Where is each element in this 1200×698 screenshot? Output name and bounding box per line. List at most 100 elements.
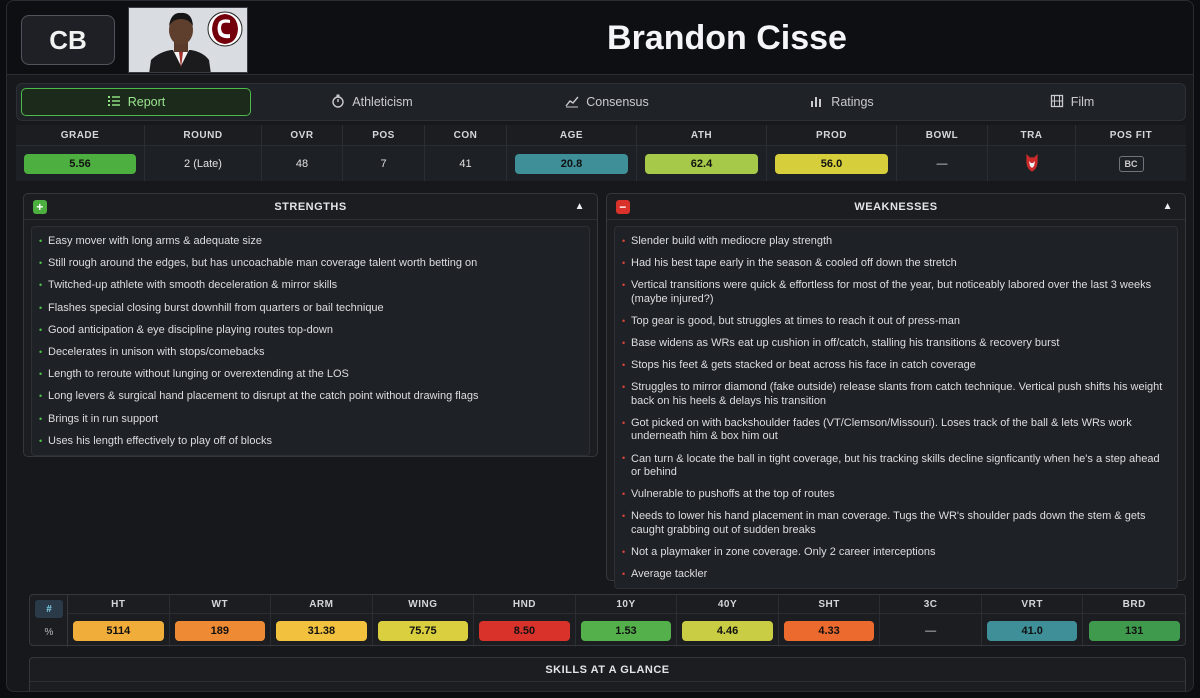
weaknesses-title: WEAKNESSES bbox=[854, 200, 938, 213]
stat-label: POS FIT bbox=[1076, 125, 1186, 145]
stat-value: 48 bbox=[262, 145, 342, 181]
stat-label: BOWL bbox=[897, 125, 987, 145]
strength-item: Easy mover with long arms & adequate siz… bbox=[32, 231, 589, 253]
strengths-header[interactable]: + STRENGTHS ▲ bbox=[24, 194, 597, 220]
stat-posfit: POS FIT BC bbox=[1076, 125, 1186, 181]
stat-value: 7 bbox=[343, 145, 424, 181]
weakness-item: Had his best tape early in the season & … bbox=[615, 253, 1177, 275]
stat-value: 2 (Late) bbox=[145, 145, 261, 181]
tab-label: Report bbox=[127, 95, 166, 109]
stat-bowl: BOWL — bbox=[897, 125, 988, 181]
position-badge: CB bbox=[21, 15, 115, 65]
skills-at-a-glance-title: SKILLS AT A GLANCE bbox=[30, 658, 1185, 682]
measure-vrt: VRT 41.0 bbox=[981, 595, 1084, 647]
tab-label: Athleticism bbox=[352, 95, 413, 109]
tab-label: Film bbox=[1070, 95, 1095, 109]
stat-con: CON 41 bbox=[425, 125, 507, 181]
tab-report[interactable]: Report bbox=[21, 88, 251, 116]
measure-value: — bbox=[880, 613, 981, 647]
weakness-item: Top gear is good, but struggles at times… bbox=[615, 311, 1177, 333]
strength-item: Twitched-up athlete with smooth decelera… bbox=[32, 275, 589, 297]
measure-value-pill: 131 bbox=[1088, 620, 1180, 641]
measure-value-pill: 189 bbox=[174, 620, 266, 641]
stat-label: POS bbox=[343, 125, 424, 145]
measure-value-pill: 41.0 bbox=[986, 620, 1078, 641]
player-name: Brandon Cisse bbox=[607, 19, 847, 57]
measure-label: HT bbox=[111, 598, 126, 610]
stat-value: 41 bbox=[425, 145, 506, 181]
stat-pos: POS 7 bbox=[343, 125, 425, 181]
collapse-triangle-icon[interactable]: ▲ bbox=[574, 201, 585, 212]
measure-value-pill: 75.75 bbox=[377, 620, 469, 641]
stat-label: ROUND bbox=[145, 125, 261, 145]
weakness-item: Can turn & locate the ball in tight cove… bbox=[615, 448, 1177, 484]
stat-label: CON bbox=[425, 125, 506, 145]
app-window: CB Brandon Cisse Report bbox=[6, 0, 1194, 692]
measure-3c: 3C — bbox=[880, 595, 982, 647]
strength-item: Still rough around the edges, but has un… bbox=[32, 253, 589, 275]
header: CB Brandon Cisse bbox=[7, 1, 1193, 75]
tab-ratings[interactable]: Ratings bbox=[727, 88, 957, 116]
measure-arm: ARM 31.38 bbox=[271, 595, 373, 647]
measure-label: BRD bbox=[1122, 598, 1146, 610]
measure-sht: SHT 4.33 bbox=[778, 595, 881, 647]
measure-brd: BRD 131 bbox=[1083, 595, 1185, 647]
stat-tra: TRA bbox=[988, 125, 1076, 181]
strength-item: Flashes special closing burst downhill f… bbox=[32, 298, 589, 320]
weakness-item: Vulnerable to pushoffs at the top of rou… bbox=[615, 484, 1177, 506]
weaknesses-header[interactable]: − WEAKNESSES ▲ bbox=[607, 194, 1185, 220]
weakness-item: Not a playmaker in zone coverage. Only 2… bbox=[615, 542, 1177, 564]
grade-pill: 5.56 bbox=[23, 153, 137, 174]
prod-pill: 56.0 bbox=[774, 153, 889, 174]
minus-icon: − bbox=[616, 200, 630, 214]
stat-ath: ATH 62.4 bbox=[637, 125, 767, 181]
measure-value-pill: 4.33 bbox=[783, 620, 875, 641]
skills-at-a-glance-panel: SKILLS AT A GLANCE bbox=[29, 657, 1186, 691]
stat-label: OVR bbox=[262, 125, 342, 145]
tab-film[interactable]: Film bbox=[962, 88, 1182, 116]
ath-pill: 62.4 bbox=[644, 153, 759, 174]
age-pill: 20.8 bbox=[514, 153, 629, 174]
plus-icon: + bbox=[33, 200, 47, 214]
strength-item: Uses his length effectively to play off … bbox=[32, 431, 589, 453]
stat-label: TRA bbox=[988, 125, 1075, 145]
measure-label: 10Y bbox=[616, 598, 636, 610]
measure-value-pill: 1.53 bbox=[580, 620, 672, 641]
strength-item: Brings it in run support bbox=[32, 409, 589, 431]
measure-40y: 40Y 4.46 bbox=[677, 595, 779, 647]
weakness-item: Struggles to mirror diamond (fake outsid… bbox=[615, 377, 1177, 413]
tab-bar: Report Athleticism Consensus Ratings Fil… bbox=[16, 83, 1186, 121]
measure-label: HND bbox=[512, 598, 537, 610]
bar-chart-icon bbox=[810, 94, 824, 111]
measure-label: WING bbox=[408, 598, 438, 610]
strength-item: Long levers & surgical hand placement to… bbox=[32, 386, 589, 408]
measure-label: WT bbox=[211, 598, 229, 610]
weaknesses-panel: − WEAKNESSES ▲ Slender build with medioc… bbox=[606, 193, 1186, 589]
collapse-triangle-icon[interactable]: ▲ bbox=[1162, 201, 1173, 212]
measure-wing: WING 75.75 bbox=[372, 595, 475, 647]
stat-round: ROUND 2 (Late) bbox=[145, 125, 262, 181]
stat-label: ATH bbox=[637, 125, 766, 145]
stat-grade: GRADE 5.56 bbox=[16, 125, 145, 181]
stat-age: AGE 20.8 bbox=[507, 125, 637, 181]
weakness-item: Average tackler bbox=[615, 564, 1177, 586]
wolf-logo-icon bbox=[1023, 151, 1041, 176]
strengths-title: STRENGTHS bbox=[274, 200, 347, 213]
tab-athleticism[interactable]: Athleticism bbox=[257, 88, 487, 116]
strength-item: Length to reroute without lunging or ove… bbox=[32, 364, 589, 386]
film-icon bbox=[1050, 94, 1064, 111]
measure-wt: WT 189 bbox=[169, 595, 272, 647]
stopwatch-icon bbox=[331, 94, 345, 111]
weakness-item: Base widens as WRs eat up cushion in off… bbox=[615, 333, 1177, 355]
weakness-item: Stops his feet & gets stacked or beat ac… bbox=[615, 355, 1177, 377]
weakness-item: Slender build with mediocre play strengt… bbox=[615, 231, 1177, 253]
list-icon bbox=[107, 94, 121, 111]
measure-ht: HT 5114 bbox=[68, 595, 170, 647]
tab-label: Ratings bbox=[831, 95, 874, 109]
stat-ovr: OVR 48 bbox=[262, 125, 343, 181]
tab-consensus[interactable]: Consensus bbox=[492, 88, 722, 116]
percent-toggle-button[interactable]: % bbox=[44, 627, 54, 638]
measure-label: 40Y bbox=[717, 598, 738, 610]
hash-toggle-button[interactable]: # bbox=[35, 600, 63, 618]
stat-value: — bbox=[897, 145, 987, 181]
